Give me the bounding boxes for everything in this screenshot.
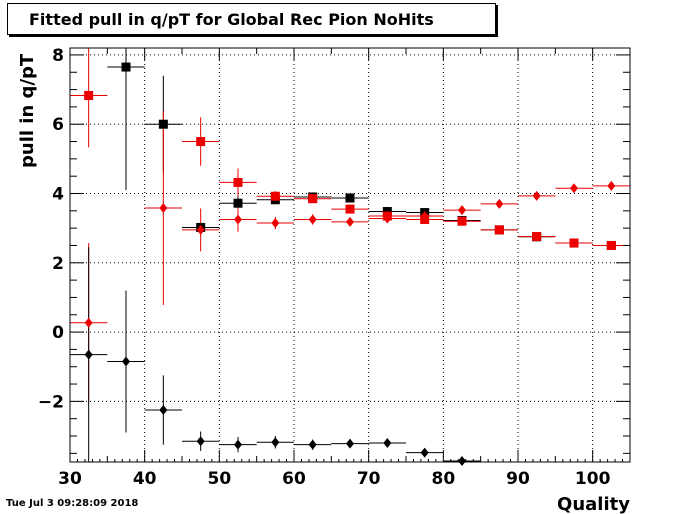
diamond-marker: [196, 436, 205, 447]
y-tick-label: −2: [38, 392, 64, 412]
square-marker: [121, 62, 131, 72]
square-marker: [345, 193, 355, 203]
x-axis-label: Quality: [557, 494, 630, 514]
x-tick-label: 70: [357, 469, 381, 489]
x-tick-label: 50: [207, 469, 231, 489]
y-tick-label: 2: [52, 254, 64, 274]
square-marker: [494, 225, 504, 235]
x-tick-label: 40: [133, 469, 157, 489]
y-axis-label: pull in q/pT: [17, 53, 38, 168]
diamond-marker: [346, 216, 354, 227]
x-tick-label: 90: [506, 469, 530, 489]
diamond-marker: [458, 455, 466, 466]
grid: [70, 48, 630, 462]
diamond-marker: [383, 437, 392, 448]
markers: [84, 62, 616, 466]
diamond-marker: [84, 317, 93, 328]
x-tick-label: 60: [282, 469, 306, 489]
square-marker: [532, 231, 542, 241]
square-marker: [270, 191, 280, 201]
diamond-marker: [383, 213, 392, 224]
y-tick-label: 6: [52, 115, 64, 135]
diamond-marker: [271, 437, 280, 448]
plot-frame: [69, 47, 631, 463]
diamond-marker: [420, 211, 429, 222]
error-bars: [70, 48, 630, 462]
square-marker: [196, 137, 206, 147]
diamond-marker: [122, 356, 130, 367]
square-marker: [233, 177, 243, 187]
square-marker: [84, 90, 94, 100]
diamond-marker: [159, 405, 168, 416]
square-marker: [382, 207, 392, 217]
axes: 30 40 50 60 70 80 90 100 −2 0 2 4 6 8: [38, 46, 631, 489]
chart-title-box: Fitted pull in q/pT for Global Rec Pion …: [7, 3, 496, 35]
footer-timestamp: Tue Jul 3 09:28:09 2018: [6, 498, 139, 509]
square-marker: [606, 240, 616, 250]
y-tick-label: 8: [52, 46, 64, 66]
chart-title: Fitted pull in q/pT for Global Rec Pion …: [29, 10, 434, 29]
diamond-marker: [196, 224, 205, 235]
diamond-marker: [495, 198, 504, 209]
diamond-marker: [271, 217, 280, 228]
diamond-marker: [570, 183, 578, 194]
square-marker: [569, 238, 579, 248]
square-marker: [308, 194, 318, 204]
diamond-marker: [234, 214, 242, 225]
square-marker: [158, 119, 168, 129]
x-tick-label: 100: [575, 469, 611, 489]
y-tick-label: 0: [52, 323, 64, 343]
diamond-marker: [346, 438, 354, 449]
y-tick-label: 4: [52, 185, 64, 205]
square-marker: [233, 198, 243, 208]
square-marker: [345, 204, 355, 214]
diamond-marker: [308, 214, 317, 225]
x-tick-label: 30: [58, 469, 82, 489]
diamond-marker: [420, 447, 429, 458]
diamond-marker: [84, 349, 93, 360]
square-marker: [457, 216, 467, 226]
diamond-marker: [159, 203, 168, 214]
diamond-marker: [308, 439, 317, 450]
diamond-marker: [458, 205, 466, 216]
diamond-marker: [532, 190, 541, 201]
x-tick-label: 80: [431, 469, 455, 489]
diamond-marker: [607, 180, 616, 191]
diamond-marker: [234, 439, 242, 450]
